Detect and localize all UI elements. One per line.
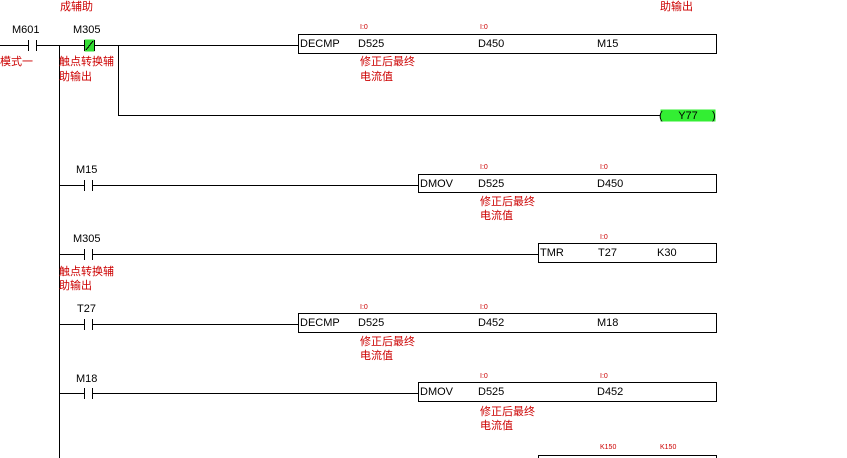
tag: I:0 [480, 373, 488, 380]
operand: T27 [598, 247, 617, 259]
comment: 触点转换辅 [59, 264, 114, 278]
operand: D450 [597, 178, 623, 190]
tag: I:0 [360, 24, 368, 31]
operand: M15 [597, 38, 618, 50]
instruction-box [538, 243, 717, 263]
operand: D452 [478, 317, 504, 329]
tag: I:0 [600, 164, 608, 171]
coil [660, 109, 716, 122]
device-label: M18 [76, 373, 97, 385]
tag: I:0 [600, 373, 608, 380]
operand: D525 [478, 386, 504, 398]
operand: D525 [478, 178, 504, 190]
tag: I:0 [480, 164, 488, 171]
comment: 电流值 [480, 418, 513, 432]
comment: 修正后最终 [360, 334, 415, 348]
comment: 触点转换辅 [59, 54, 114, 68]
coil-bracket: ) [712, 110, 716, 122]
opcode: DMOV [420, 178, 454, 190]
operand: M18 [597, 317, 618, 329]
tag: K150 [660, 444, 676, 451]
opcode: DECMP [300, 38, 340, 50]
tag: I:0 [360, 304, 368, 311]
operand: D450 [478, 38, 504, 50]
comment: 助输出 [59, 69, 92, 83]
tag: I:0 [600, 234, 608, 241]
opcode: TMR [540, 247, 564, 259]
comment: 修正后最终 [480, 404, 535, 418]
comment: 模式一 [0, 55, 33, 68]
tag: K150 [600, 444, 616, 451]
opcode: DMOV [420, 386, 454, 398]
instruction-box [418, 174, 717, 193]
comment: 修正后最终 [480, 194, 535, 208]
device-label: M601 [12, 24, 40, 36]
tag: I:0 [480, 24, 488, 31]
coil-bracket: ( [659, 110, 663, 122]
device-label: T27 [77, 303, 96, 315]
contact-negation [85, 40, 94, 51]
device-label: M305 [73, 24, 101, 36]
instruction-box [418, 382, 717, 402]
comment: 助输出 [59, 278, 92, 292]
operand: D452 [597, 386, 623, 398]
note: 助输出 [660, 0, 693, 13]
operand: D525 [358, 317, 384, 329]
comment: 电流值 [360, 69, 393, 83]
note: 成辅助 [60, 0, 93, 13]
instruction-box [298, 313, 717, 333]
tag: I:0 [480, 304, 488, 311]
instruction-box [298, 34, 717, 54]
operand: K30 [657, 247, 677, 259]
device-label: M305 [73, 233, 101, 245]
comment: 电流值 [360, 348, 393, 362]
comment: 修正后最终 [360, 54, 415, 68]
coil-label: Y77 [678, 110, 698, 122]
operand: D525 [358, 38, 384, 50]
device-label: M15 [76, 164, 97, 176]
comment: 电流值 [480, 208, 513, 222]
opcode: DECMP [300, 317, 340, 329]
